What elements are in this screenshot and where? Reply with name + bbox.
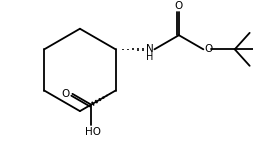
Text: N: N <box>146 44 154 54</box>
Text: HO: HO <box>85 127 101 137</box>
Text: O: O <box>204 44 212 54</box>
Text: O: O <box>175 1 183 11</box>
Text: O: O <box>62 89 70 99</box>
Text: H: H <box>147 52 154 62</box>
